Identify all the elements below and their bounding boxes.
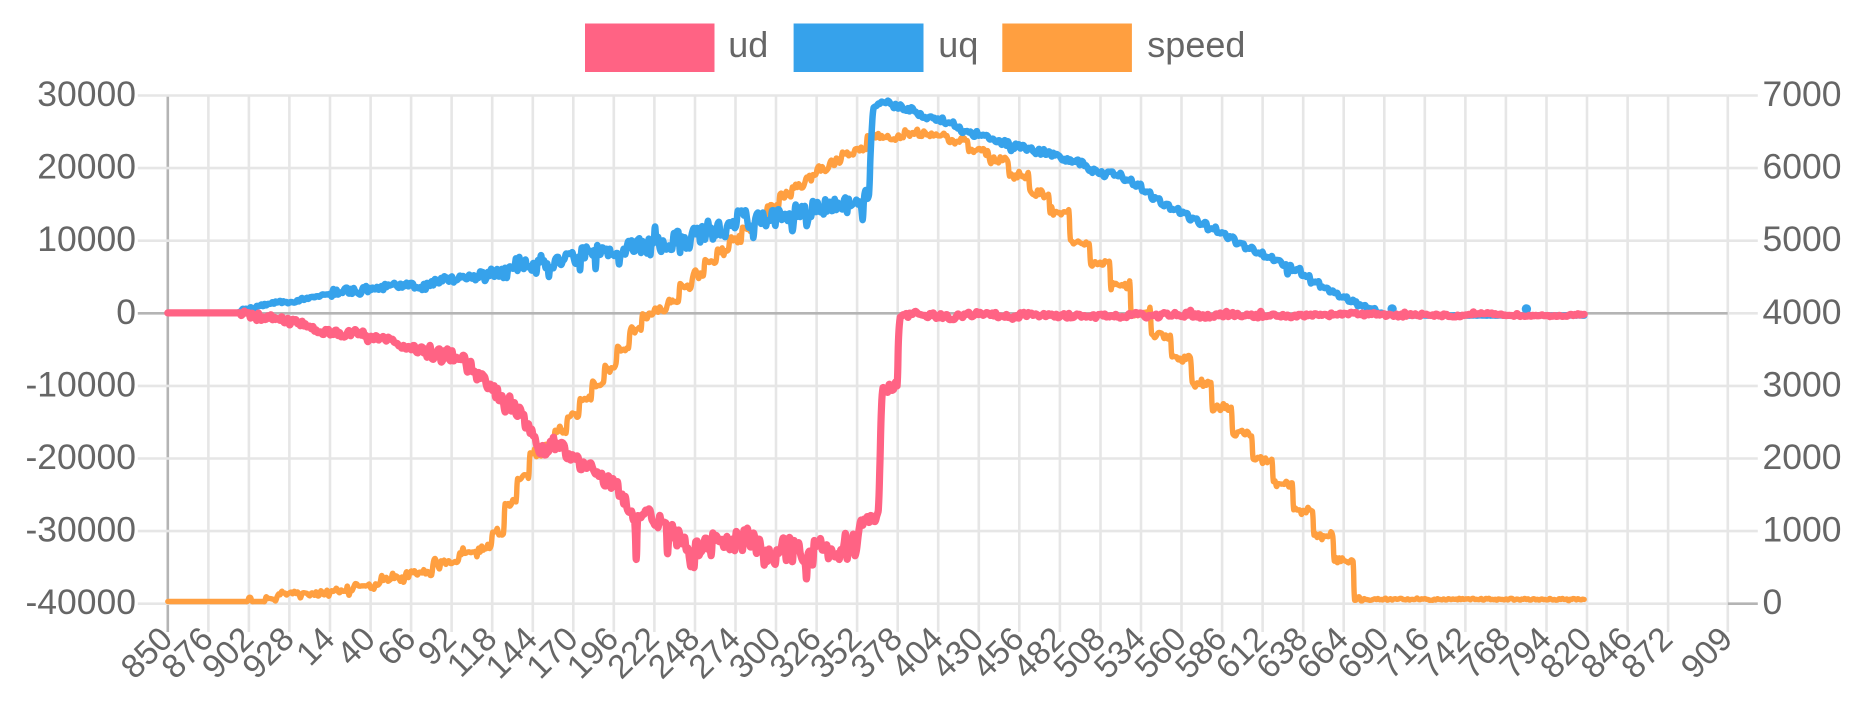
svg-text:0: 0: [116, 292, 136, 332]
svg-text:-40000: -40000: [25, 582, 136, 622]
svg-text:5000: 5000: [1763, 219, 1842, 259]
svg-text:4000: 4000: [1763, 292, 1842, 332]
svg-text:6000: 6000: [1763, 147, 1842, 187]
svg-text:speed: speed: [1147, 24, 1245, 65]
svg-text:-20000: -20000: [25, 437, 136, 477]
svg-text:uq: uq: [938, 24, 978, 65]
svg-text:2000: 2000: [1763, 437, 1842, 477]
svg-text:1000: 1000: [1763, 510, 1842, 550]
svg-text:-30000: -30000: [25, 510, 136, 550]
svg-text:0: 0: [1763, 582, 1783, 622]
svg-text:-10000: -10000: [25, 364, 136, 404]
svg-text:30000: 30000: [37, 74, 136, 114]
svg-text:ud: ud: [728, 24, 768, 65]
svg-text:3000: 3000: [1763, 364, 1842, 404]
svg-text:7000: 7000: [1763, 74, 1842, 114]
svg-text:10000: 10000: [37, 219, 136, 259]
svg-text:20000: 20000: [37, 147, 136, 187]
